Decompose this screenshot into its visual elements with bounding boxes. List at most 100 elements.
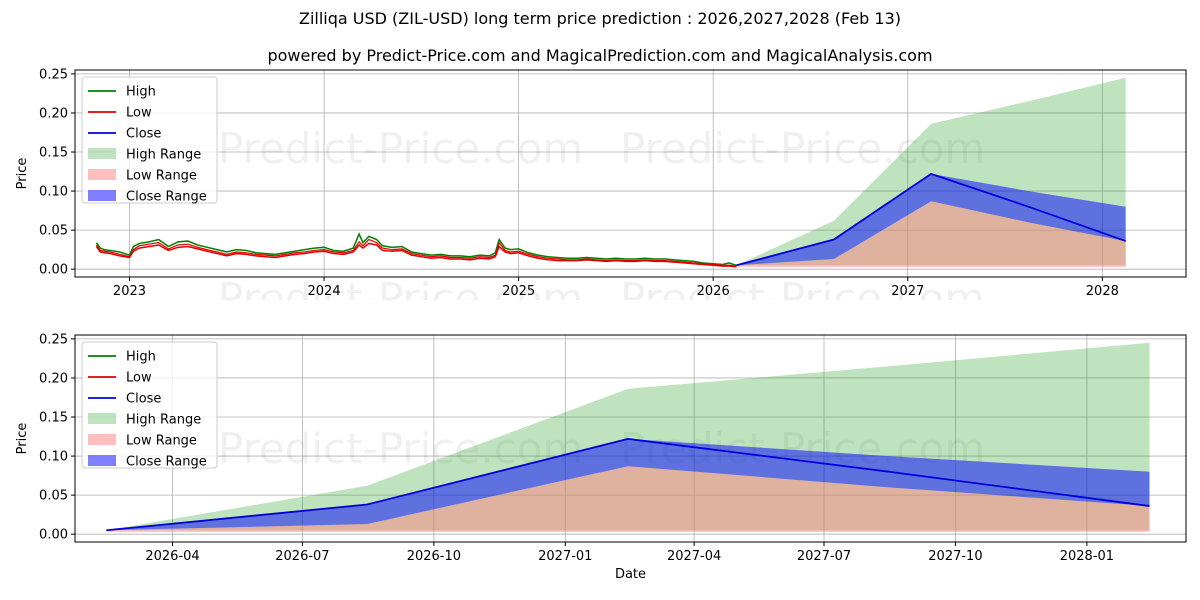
x-tick-label: 2025 bbox=[502, 284, 535, 299]
y-tick: 0.25 bbox=[39, 67, 75, 82]
watermark-text: Predict-Price.com bbox=[620, 124, 985, 173]
chart-title: Zilliqa USD (ZIL-USD) long term price pr… bbox=[298, 9, 902, 28]
x-tick-label: 2026-07 bbox=[275, 549, 329, 564]
plot-frame bbox=[74, 334, 1187, 543]
y-tick-label: 0.05 bbox=[39, 489, 68, 504]
y-tick-label: 0.25 bbox=[39, 67, 68, 82]
legend-low: Low bbox=[88, 106, 152, 121]
x-tick-label: 2026-10 bbox=[407, 549, 461, 564]
legend-high-range-swatch bbox=[88, 413, 116, 424]
y-tick-label: 0.20 bbox=[39, 106, 68, 121]
x-tick-label: 2024 bbox=[308, 284, 341, 299]
close-range-area bbox=[106, 438, 1150, 531]
x-tick-label: 2028-01 bbox=[1060, 549, 1114, 564]
x-tick: 2027-10 bbox=[928, 542, 983, 564]
legend-close-label: Close bbox=[126, 392, 161, 407]
x-tick: 2026-07 bbox=[275, 542, 330, 564]
legend-close: Close bbox=[88, 127, 161, 142]
legend-close-range-label: Close Range bbox=[126, 455, 207, 470]
legend-low-range-label: Low Range bbox=[126, 434, 197, 449]
legend-high: High bbox=[88, 85, 156, 100]
low-range-area bbox=[736, 201, 1126, 267]
x-tick-label: 2023 bbox=[113, 284, 146, 299]
watermark-text: Predict-Price.com bbox=[620, 274, 985, 300]
history-close-line bbox=[95, 238, 737, 267]
legend-low-range: Low Range bbox=[88, 434, 197, 449]
y-tick-label: 0.25 bbox=[39, 332, 68, 347]
y-tick-label: 0.00 bbox=[39, 528, 68, 543]
legend-low-range-swatch bbox=[88, 169, 116, 180]
x-tick: 2028 bbox=[1086, 277, 1119, 299]
legend-close-range: Close Range bbox=[88, 190, 207, 205]
high-line bbox=[95, 232, 737, 267]
x-tick: 2028-01 bbox=[1060, 542, 1114, 564]
x-tick-label: 2027 bbox=[891, 284, 924, 299]
legend-high-range-label: High Range bbox=[126, 413, 201, 428]
close-line bbox=[106, 437, 1150, 532]
x-tick-label: 2026 bbox=[697, 284, 730, 299]
x-tick-label: 2027-01 bbox=[538, 549, 592, 564]
y-tick-label: 0.15 bbox=[39, 411, 68, 426]
close-line bbox=[736, 172, 1126, 267]
plot-frame bbox=[74, 69, 1187, 278]
y-tick: 0.25 bbox=[39, 332, 75, 347]
y-axis-label: Price bbox=[15, 158, 30, 190]
legend-close-label: Close bbox=[126, 127, 161, 142]
y-tick-label: 0.10 bbox=[39, 450, 68, 465]
x-tick: 2027-01 bbox=[538, 542, 592, 564]
y-tick: 0.15 bbox=[39, 146, 75, 161]
y-tick-label: 0.00 bbox=[39, 263, 68, 278]
top-price-chart: Predict-Price.com Predict-Price.com Predic… bbox=[15, 67, 1187, 300]
y-tick: 0.05 bbox=[39, 489, 75, 504]
legend-close-range-swatch bbox=[88, 455, 116, 466]
legend-low-label: Low bbox=[126, 371, 152, 386]
x-tick-label: 2027-04 bbox=[667, 549, 721, 564]
low-range-area bbox=[106, 466, 1150, 532]
chart-subtitle: powered by Predict-Price.com and Magical… bbox=[267, 46, 933, 65]
legend-low: Low bbox=[88, 371, 152, 386]
y-tick-label: 0.05 bbox=[39, 224, 68, 239]
x-tick: 2027-04 bbox=[667, 542, 721, 564]
x-tick: 2023 bbox=[113, 277, 146, 299]
y-tick: 0.20 bbox=[39, 371, 75, 386]
x-tick-label: 2027-07 bbox=[797, 549, 851, 564]
low-line bbox=[95, 242, 737, 268]
y-tick-label: 0.20 bbox=[39, 371, 68, 386]
y-tick-label: 0.10 bbox=[39, 185, 68, 200]
y-tick: 0.20 bbox=[39, 106, 75, 121]
y-tick: 0.05 bbox=[39, 224, 75, 239]
x-tick: 2027 bbox=[891, 277, 924, 299]
x-axis-label: Date bbox=[615, 567, 646, 582]
x-tick-label: 2026-04 bbox=[145, 549, 199, 564]
y-tick: 0.00 bbox=[39, 263, 75, 278]
y-tick-label: 0.15 bbox=[39, 146, 68, 161]
watermark-text: Predict-Price.com bbox=[218, 274, 583, 300]
y-tick: 0.10 bbox=[39, 185, 75, 200]
legend-low-range: Low Range bbox=[88, 169, 197, 184]
legend-low-range-label: Low Range bbox=[126, 169, 197, 184]
legend-close-range-label: Close Range bbox=[126, 190, 207, 205]
legend-low-range-swatch bbox=[88, 434, 116, 445]
x-tick: 2024 bbox=[308, 277, 341, 299]
close-range-area bbox=[736, 173, 1126, 266]
y-axis-label: Price bbox=[15, 423, 30, 455]
legend-high-range: High Range bbox=[88, 413, 201, 428]
legend-high-range-swatch bbox=[88, 148, 116, 159]
x-tick: 2027-07 bbox=[797, 542, 851, 564]
legend-high-range: High Range bbox=[88, 148, 201, 163]
legend-high-range-label: High Range bbox=[126, 148, 201, 163]
y-tick: 0.10 bbox=[39, 450, 75, 465]
legend-close-range-swatch bbox=[88, 190, 116, 201]
watermark-text: Predict-Price.com bbox=[218, 124, 583, 173]
legend-close-range: Close Range bbox=[88, 455, 207, 470]
y-tick: 0.15 bbox=[39, 411, 75, 426]
x-tick: 2026-10 bbox=[407, 542, 461, 564]
y-tick: 0.00 bbox=[39, 528, 75, 543]
bottom-forecast-chart: Predict-Price.com Predict-Price.com2026-0… bbox=[15, 332, 1187, 582]
legend-high-label: High bbox=[126, 350, 156, 365]
legend-low-label: Low bbox=[126, 106, 152, 121]
legend-high-label: High bbox=[126, 85, 156, 100]
x-tick: 2025 bbox=[502, 277, 535, 299]
x-tick-label: 2028 bbox=[1086, 284, 1119, 299]
x-tick-label: 2027-10 bbox=[928, 549, 982, 564]
